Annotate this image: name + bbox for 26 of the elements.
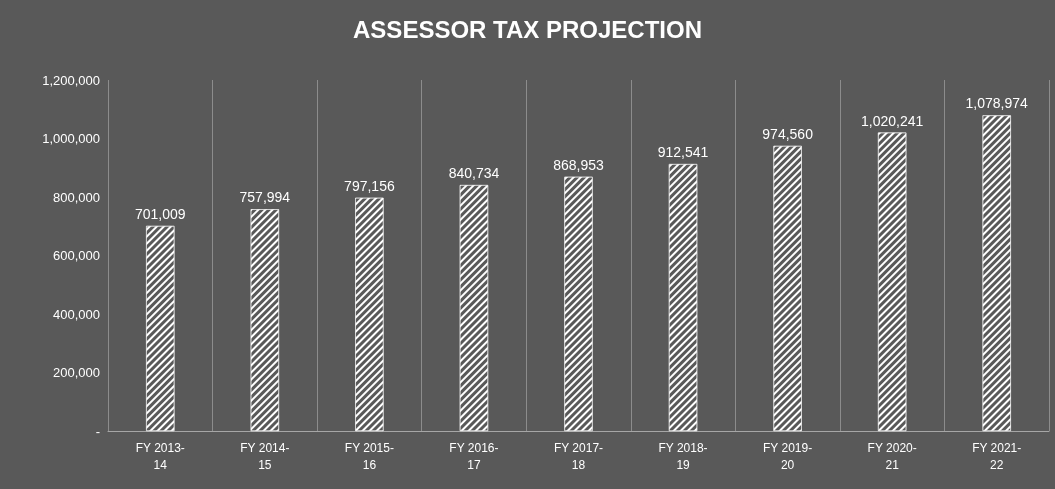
y-tick-label: 1,200,000 [42,72,100,88]
y-tick-label: 1,000,000 [42,131,100,146]
data-label: 974,560 [762,125,814,142]
y-tick-label: - [95,423,100,439]
data-label: 701,009 [134,205,186,222]
y-tick-label: 200,000 [53,365,100,380]
data-label: 797,156 [344,177,395,194]
data-label: 757,994 [239,189,291,206]
x-tick-label: FY 2019-20 [763,440,813,472]
y-tick-label: 400,000 [53,306,100,322]
x-tick-label: FY 2014-15 [240,440,290,472]
data-label: 912,541 [657,144,709,161]
x-tick-label: FY 2016-17 [449,440,499,472]
x-tick-label: FY 2021-22 [972,440,1022,472]
chart-title: ASSESSOR TAX PROJECTION [353,15,702,43]
y-tick-label: 800,000 [53,189,100,205]
x-tick-label: FY 2017-18 [553,440,604,472]
y-tick-label: 600,000 [53,248,100,263]
x-tick-label: FY 2018-19 [658,440,708,472]
x-tick-label: FY 2013-14 [135,440,185,472]
data-label: 1,078,974 [965,95,1029,112]
x-tick-label: FY 2020-21 [867,440,917,472]
x-tick-label: FY 2015-16 [344,440,394,472]
data-label: 1,020,241 [861,112,924,129]
data-label: 868,953 [553,156,605,173]
data-label: 840,734 [448,165,500,182]
